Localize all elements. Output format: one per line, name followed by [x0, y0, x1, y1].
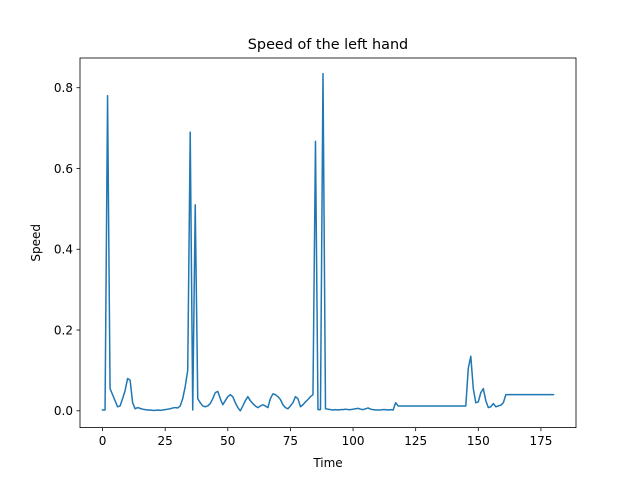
y-axis-label: Speed	[29, 224, 43, 262]
x-tick-label: 25	[158, 434, 173, 448]
y-tick-label: 0.6	[54, 162, 73, 176]
x-tick-label: 175	[529, 434, 552, 448]
x-tick-label: 0	[99, 434, 107, 448]
y-axis: 0.0 0.2 0.4 0.6 0.8	[54, 81, 80, 418]
axes-frame	[79, 57, 577, 429]
x-tick-label: 50	[220, 434, 235, 448]
x-tick-label: 150	[467, 434, 490, 448]
x-axis-label: Time	[312, 456, 342, 470]
x-tick-label: 100	[342, 434, 365, 448]
x-tick-label: 75	[283, 434, 298, 448]
x-tick-label: 125	[404, 434, 427, 448]
x-axis: 0 25 50 75 100 125 150 175	[99, 427, 552, 448]
y-tick-label: 0.2	[54, 323, 73, 337]
chart-title: Speed of the left hand	[248, 37, 408, 53]
y-tick-label: 0.4	[54, 243, 73, 257]
series-line-0	[101, 72, 555, 412]
plot-area	[101, 72, 555, 412]
y-tick-label: 0.0	[54, 404, 73, 418]
y-tick-label: 0.8	[54, 81, 73, 95]
